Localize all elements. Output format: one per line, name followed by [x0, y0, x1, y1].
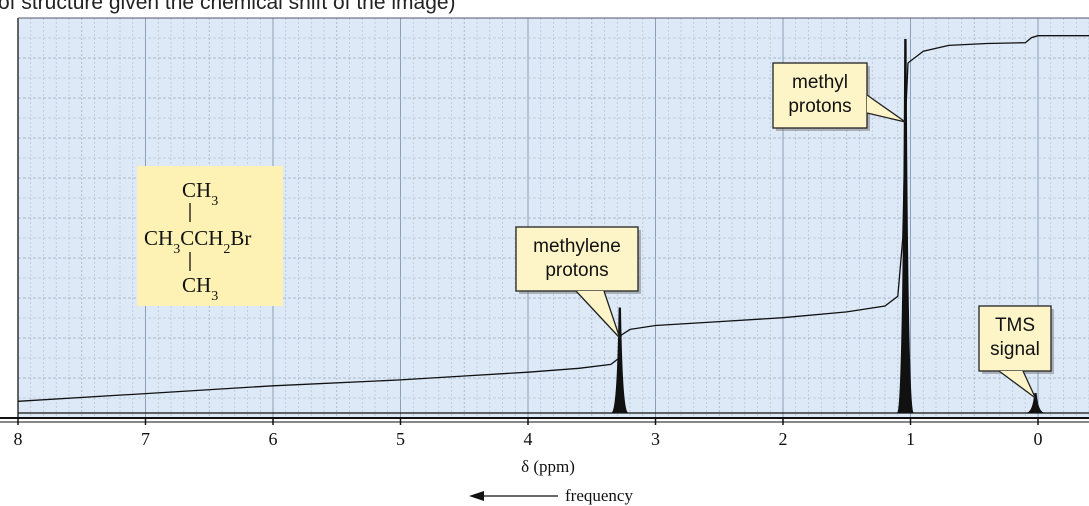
structure-bottom-group: CH3: [182, 273, 218, 304]
peak: [611, 307, 629, 414]
x-tick-label: 7: [141, 429, 150, 449]
x-tick-label: 6: [269, 429, 278, 449]
structure-background: [137, 166, 283, 306]
callout-label: signal: [990, 339, 1040, 360]
x-tick-label: 2: [779, 429, 788, 449]
callout-label: methylene: [533, 236, 621, 257]
x-tick-label: 5: [396, 429, 405, 449]
structure-main-chain: CH3CCH2Br: [144, 226, 251, 257]
frequency-label: frequency: [565, 486, 633, 505]
callout: methylene protons: [515, 226, 641, 339]
x-tick-label: 3: [651, 429, 660, 449]
caption-fragment: of structure given the chemical shift of…: [0, 0, 456, 14]
callout-box: [515, 226, 639, 292]
peak: [896, 39, 914, 414]
chemical-structure: CH3 CH3CCH2Br CH3: [137, 166, 283, 306]
x-tick-label: 8: [14, 429, 23, 449]
x-tick-label: 0: [1034, 429, 1043, 449]
callout: methyl protons: [772, 62, 906, 131]
peak: [1027, 393, 1044, 414]
x-axis-label: δ (ppm): [521, 457, 575, 476]
x-tick-label: 1: [906, 429, 915, 449]
callout-label: protons: [788, 96, 851, 117]
x-tick-label: 4: [524, 429, 533, 449]
integration-curve: [17, 35, 1089, 402]
callout-pointer: [998, 370, 1037, 399]
callout-pointer: [575, 290, 621, 339]
callout-pointer: [866, 94, 906, 123]
frequency-arrowhead: [469, 491, 484, 501]
callout: TMS signal: [978, 305, 1054, 399]
structure-top-group: CH3: [182, 178, 218, 209]
callout-label: protons: [545, 260, 608, 281]
callout-label: TMS: [995, 315, 1035, 336]
callout-box: [978, 305, 1052, 372]
callout-label: methyl: [792, 72, 848, 93]
